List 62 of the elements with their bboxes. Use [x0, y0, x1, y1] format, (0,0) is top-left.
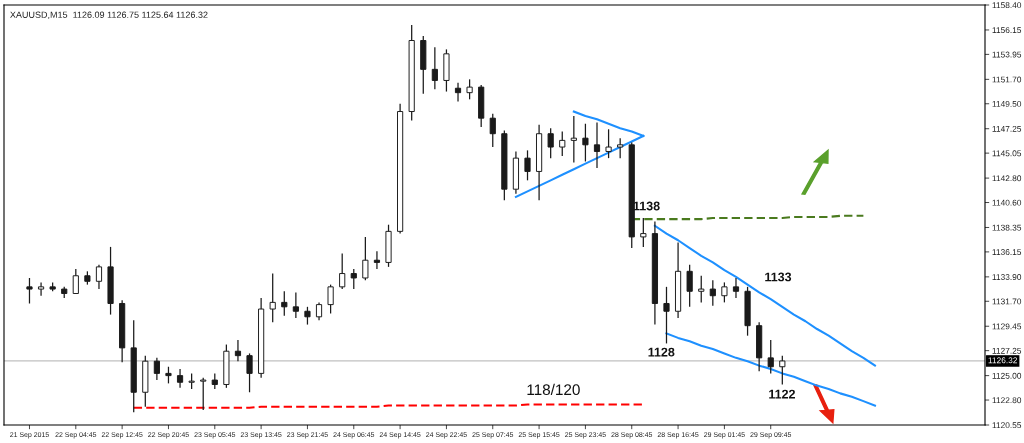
y-tick-label: 1129.45: [992, 323, 1022, 330]
candlestick: [640, 217, 647, 248]
candlestick: [234, 339, 242, 362]
annotation: 118/120: [527, 383, 580, 396]
candlestick: [26, 277, 33, 305]
y-tick-label: 1151.70: [992, 76, 1022, 83]
candlestick: [709, 279, 716, 307]
text: XAUUSD,M15 1126.09 1126.75 1125.64 1126.32: [10, 11, 208, 19]
y-tick-label: 1145.05: [992, 150, 1022, 157]
candlestick: [176, 368, 184, 389]
y-tick-label: 1136.15: [992, 249, 1022, 255]
candlestick: [292, 291, 299, 319]
candlestick: [698, 275, 705, 304]
y-tick-label: 1120.55: [992, 422, 1022, 429]
y-tick-label: 1142.80: [992, 175, 1022, 182]
candlestick: [339, 252, 346, 290]
candlestick: [373, 250, 381, 270]
y-tick-label: 1147.25: [992, 125, 1022, 132]
y-tick-label: 1133.90: [992, 274, 1022, 280]
y-tick-label: 1138.35: [992, 224, 1022, 231]
annotation: 1133: [765, 272, 792, 282]
y-tick-label: 1149.50: [992, 100, 1022, 107]
candlestick: [605, 128, 612, 159]
candlestick: [281, 290, 288, 317]
y-tick-label: 1156.15: [992, 27, 1022, 34]
candlestick: [37, 281, 45, 297]
candlestick: [246, 352, 253, 393]
candlestick: [269, 272, 276, 323]
candlestick: [489, 113, 496, 148]
candlestick: [559, 130, 566, 157]
y-tick-label: 1153.95: [992, 51, 1022, 58]
candlestick: [362, 236, 369, 281]
y-tick-label: 1127.25: [992, 347, 1022, 354]
candlestick: [350, 268, 357, 290]
candlestick: [153, 357, 160, 381]
candlestick: [593, 121, 601, 169]
y-tick-label: 1158.40: [992, 2, 1022, 9]
candlestick: [454, 82, 462, 103]
y-tick-label: 1122.80: [992, 397, 1022, 404]
candlestick: [431, 46, 438, 90]
candlestick: [570, 115, 577, 164]
candlestick: [466, 78, 473, 100]
candlestick: [767, 339, 774, 375]
candlestick: [779, 355, 786, 386]
annotation: 1128: [648, 347, 675, 357]
candlestick: [617, 137, 624, 159]
candlestick: [547, 127, 554, 159]
y-tick-label: 1140.60: [992, 199, 1022, 206]
annotation: 1122: [769, 389, 795, 399]
candlestick: [72, 268, 79, 295]
candlestick: [200, 377, 207, 411]
candlestick: [582, 123, 589, 163]
candlestick: [95, 264, 103, 290]
candlestick: [721, 281, 728, 304]
ref-line-label: 1126.32: [988, 357, 1018, 364]
y-tick-label: 1125.00: [992, 372, 1022, 379]
candlestick: [732, 277, 740, 299]
candlestick: [686, 264, 693, 308]
y-tick-label: 1131.70: [992, 298, 1022, 305]
candlestick: [663, 286, 670, 345]
candlestick: [327, 284, 334, 315]
candlestick: [524, 149, 531, 181]
